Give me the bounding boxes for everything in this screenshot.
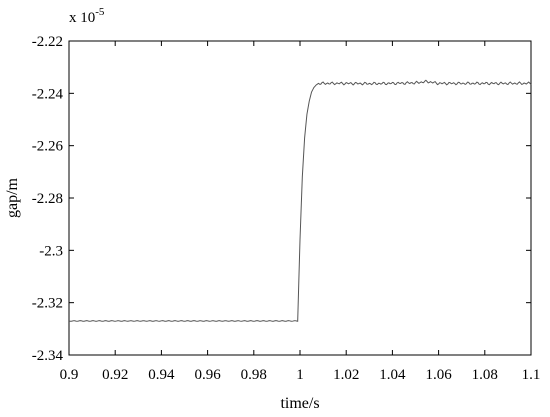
- exponent-label: x 10-5: [69, 6, 105, 26]
- y-tick-label: -2.22: [32, 34, 63, 50]
- y-tick-label: -2.32: [32, 296, 63, 312]
- x-tick-label: 0.98: [241, 367, 267, 383]
- y-tick-label: -2.26: [32, 139, 64, 155]
- x-tick-label: 1.04: [379, 367, 406, 383]
- y-axis-label: gap/m: [4, 177, 21, 218]
- x-tick-label: 1.06: [425, 367, 452, 383]
- x-tick-label: 1.02: [333, 367, 359, 383]
- y-tick-label: -2.28: [32, 191, 63, 207]
- x-tick-label: 1.08: [472, 367, 498, 383]
- x-tick-label: 0.92: [102, 367, 128, 383]
- y-axis: -2.22 -2.24 -2.26 -2.28 -2.3 -2.32 -2.34: [32, 34, 531, 364]
- x-tick-label: 1.1: [522, 367, 541, 383]
- y-tick-label: -2.24: [32, 86, 64, 102]
- series-line: [68, 79, 532, 322]
- x-tick-label: 1: [296, 367, 304, 383]
- x-axis: 0.9 0.92 0.94 0.96 0.98 1 1.02 1.04 1.06 1.08 1.1: [60, 41, 541, 383]
- x-tick-label: 0.94: [148, 367, 175, 383]
- x-tick-label: 0.96: [194, 367, 221, 383]
- x-tick-label: 0.9: [60, 367, 79, 383]
- y-tick-label: -2.3: [39, 243, 63, 259]
- y-tick-label: -2.34: [32, 348, 64, 364]
- plot-area: [68, 40, 532, 356]
- x-axis-label: time/s: [280, 395, 319, 412]
